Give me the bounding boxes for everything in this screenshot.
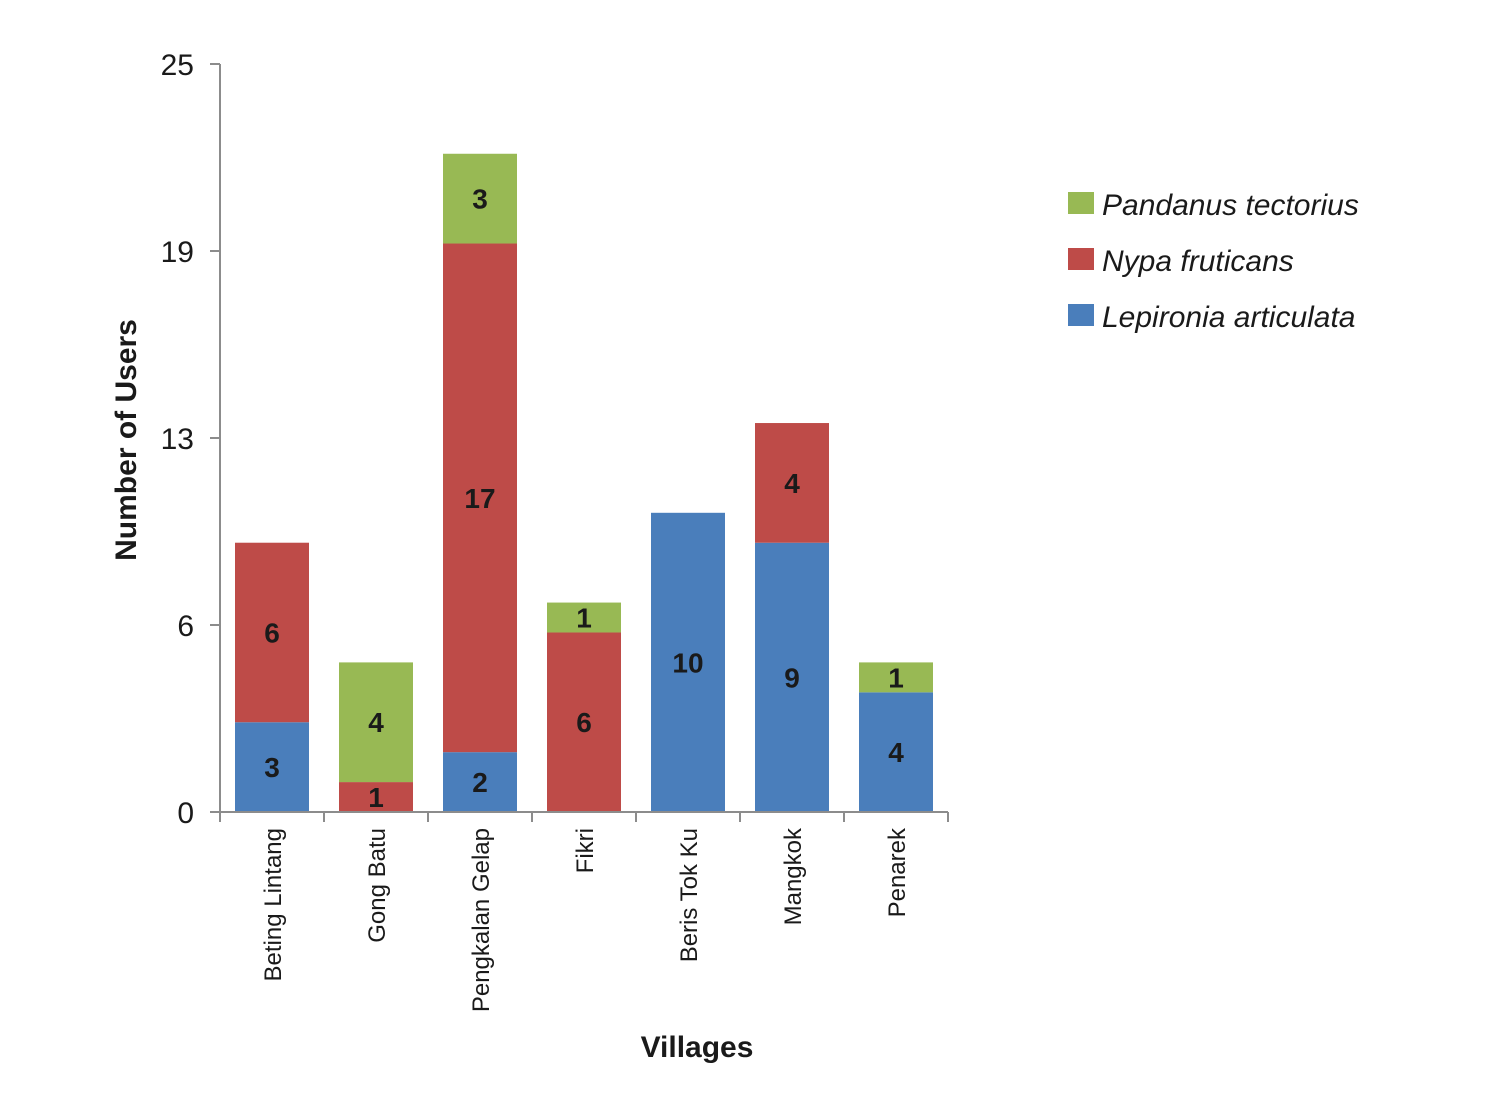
legend-label: Pandanus tectorius <box>1102 189 1359 222</box>
x-tick-label: Beris Tok Ku <box>676 828 703 962</box>
data-label: 6 <box>576 707 592 738</box>
data-label: 9 <box>784 662 800 693</box>
legend-label: Nypa fruticans <box>1102 245 1294 278</box>
data-label: 3 <box>264 752 280 783</box>
x-tick-label: Fikri <box>572 828 599 873</box>
data-label: 4 <box>784 468 800 499</box>
data-label: 17 <box>464 483 495 514</box>
x-tick-label: Gong Batu <box>364 828 391 943</box>
bar-segment-2-1 <box>443 243 517 753</box>
bar-segment-6-0 <box>859 692 933 812</box>
data-label: 10 <box>672 647 703 678</box>
data-label: 6 <box>264 617 280 648</box>
y-axis-title: Number of Users <box>110 319 143 561</box>
data-label: 1 <box>368 782 384 813</box>
bar-segment-0-1 <box>235 542 309 723</box>
bar-segment-2-0 <box>443 752 517 812</box>
legend-label: Lepironia articulata <box>1102 301 1356 334</box>
bars-layer <box>235 153 933 812</box>
legend-swatch <box>1068 192 1094 214</box>
bar-segment-2-2 <box>443 153 517 244</box>
bar-segment-3-2 <box>547 602 621 633</box>
bar-segment-3-1 <box>547 632 621 812</box>
bar-segment-1-1 <box>339 782 413 812</box>
x-tick-label: Mangkok <box>780 827 807 925</box>
legend-swatch <box>1068 248 1094 270</box>
legend: Pandanus tectorius Nypa fruticans Lepironi… <box>1068 189 1359 334</box>
data-label: 4 <box>888 737 904 768</box>
bar-segment-4-0 <box>651 512 725 812</box>
x-tick-label: Pengkalan Gelap <box>468 828 495 1012</box>
y-tick-label: 0 <box>177 797 194 830</box>
bar-segment-6-2 <box>859 662 933 693</box>
data-label: 3 <box>472 184 488 215</box>
bar-segment-5-1 <box>755 423 829 543</box>
x-axis-title: Villages <box>641 1031 754 1064</box>
data-label: 2 <box>472 767 488 798</box>
data-label: 4 <box>368 707 384 738</box>
data-label: 1 <box>576 603 592 634</box>
bar-segment-0-0 <box>235 722 309 812</box>
segment-labels-layer: 3 6 1 4 2 17 3 6 1 10 9 4 4 1 <box>264 184 904 813</box>
y-tick-label: 6 <box>177 610 194 643</box>
y-tick-label: 19 <box>161 236 194 269</box>
data-label: 1 <box>888 662 904 693</box>
legend-swatch <box>1068 304 1094 326</box>
bar-segment-5-0 <box>755 542 829 812</box>
y-tick-label: 25 <box>161 49 194 82</box>
x-tick-label: Beting Lintang <box>260 828 287 981</box>
x-tick-label: Penarek <box>884 827 911 917</box>
bar-segment-1-2 <box>339 662 413 783</box>
y-tick-label: 13 <box>161 423 194 456</box>
